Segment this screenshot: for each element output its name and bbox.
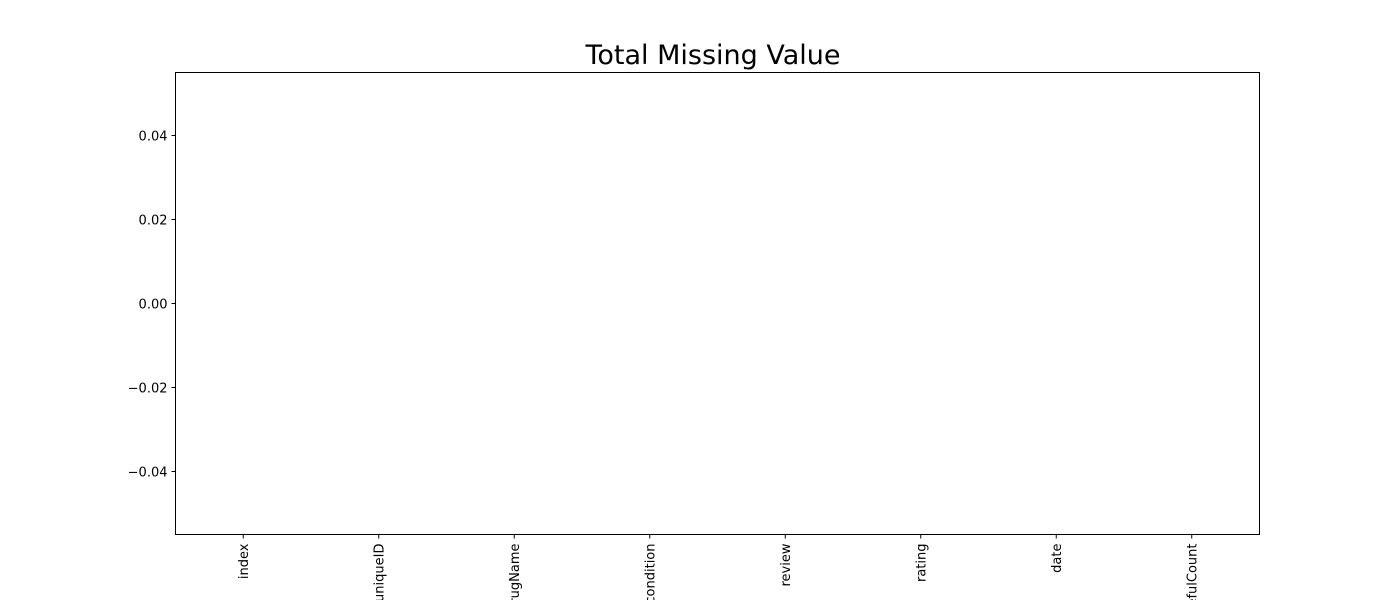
x-tick-label: review — [779, 543, 794, 586]
y-tick-label: 0.04 — [139, 130, 168, 145]
x-tick-label: uniqueID — [372, 544, 387, 600]
y-tick-label: 0.02 — [139, 214, 168, 229]
x-tick-label: condition — [643, 544, 658, 600]
y-tick-label: 0.00 — [139, 298, 168, 313]
y-axis: −0.04 −0.02 0.00 0.02 0.04 — [128, 130, 176, 481]
x-tick-label: usefulCount — [1185, 544, 1200, 600]
y-tick-label: −0.04 — [128, 466, 168, 481]
chart-title: Total Missing Value — [584, 40, 840, 71]
x-tick-label: index — [237, 543, 252, 579]
x-tick-label: date — [1050, 544, 1065, 573]
x-tick-label: rating — [914, 544, 929, 583]
x-tick-label: drugName — [508, 544, 523, 600]
x-axis: index uniqueID drugName condition review rati… — [237, 534, 1200, 600]
y-tick-label: −0.02 — [128, 382, 168, 397]
plot-frame — [175, 72, 1260, 535]
